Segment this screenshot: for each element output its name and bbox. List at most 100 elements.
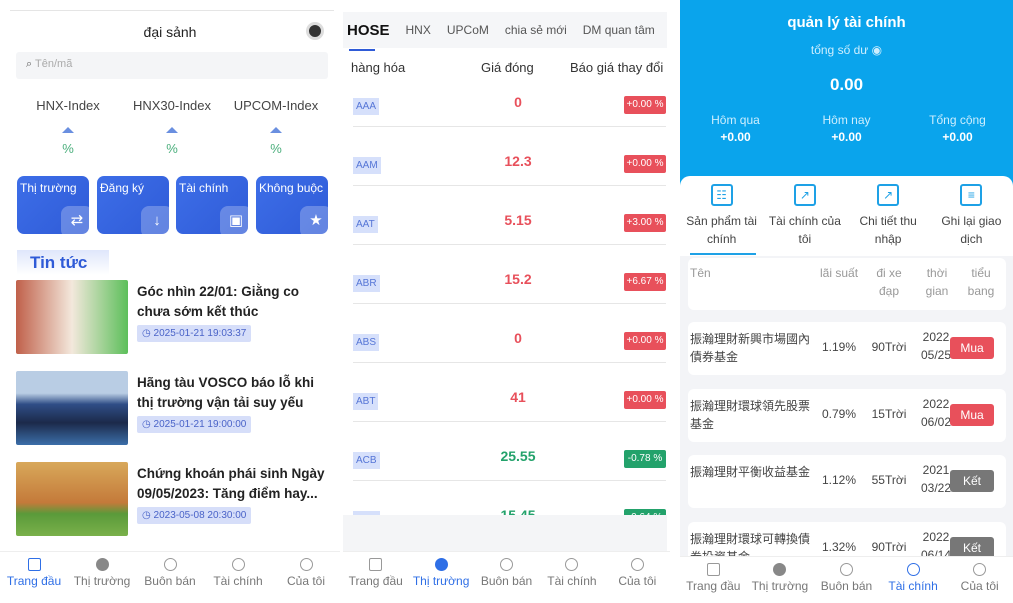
change-badge: +6.67 % (624, 273, 666, 291)
trade-icon (500, 558, 514, 571)
tile-market[interactable]: Thị trường ⇄ (17, 176, 89, 234)
nav-label: Tài chính (547, 574, 597, 588)
stock-row[interactable]: AAT 5.15 +3.00 % (353, 186, 666, 245)
buy-button[interactable]: Mua (950, 403, 994, 426)
menu-my-finance[interactable]: ↗ Tài chính của tôi (763, 176, 846, 256)
stock-row[interactable]: ABS 0 +0.00 % (353, 304, 666, 363)
tile-label: Không buộc (259, 181, 324, 195)
nav-finance[interactable]: Tài chính (539, 552, 604, 603)
trend-chart-icon: ↗ (877, 184, 900, 206)
nav-label: Thị trường (751, 579, 809, 593)
nav-trade[interactable]: Buôn bán (813, 557, 880, 603)
stock-symbol: ABR (353, 275, 380, 292)
finance-header: quản lý tài chính tổng số dư ◉ 0.00 Hôm … (680, 0, 1013, 200)
tile-register[interactable]: Đăng ký ↓ (97, 176, 169, 234)
trade-icon (163, 558, 177, 571)
menu-transactions[interactable]: ≡ Ghi lại giao dịch (930, 176, 1013, 256)
nav-label: Của tôi (286, 574, 326, 588)
index-hnx30[interactable]: HNX30-Index% (117, 98, 227, 156)
document-icon: ≡ (960, 184, 983, 206)
nav-profile[interactable]: Của tôi (605, 552, 670, 603)
bottom-nav: Trang đầu Thị trường Buôn bán Tài chính … (343, 551, 670, 603)
stock-symbol: AAT (353, 216, 378, 233)
index-name: HNX-Index (36, 98, 100, 113)
product-row[interactable]: 振瀚理財平衡收益基金 1.12% 55Trời 2021 03/22 Kết (688, 455, 1006, 508)
stock-row[interactable]: AAA 0 +0.00 % (353, 68, 666, 127)
index-pct: % (166, 141, 178, 156)
nav-label: Tài chính (213, 574, 263, 588)
change-badge: +0.00 % (624, 391, 666, 409)
customer-service-avatar[interactable] (306, 22, 324, 40)
nav-label: Buôn bán (480, 574, 533, 588)
tab-hnx[interactable]: HNX (405, 23, 431, 37)
tab-upcom[interactable]: UPCoM (446, 23, 489, 37)
up-triangle-icon (270, 127, 282, 133)
search-icon: ⌕ (26, 58, 36, 70)
eye-icon[interactable]: ◉ (871, 43, 883, 57)
search-input[interactable]: ⌕ Tên/mã (16, 52, 328, 79)
product-rate: 0.79% (821, 406, 857, 421)
menu-products[interactable]: ☷ Sản phẩm tài chính (680, 176, 763, 256)
stock-row[interactable]: ACB 25.55 -0.78 % (353, 422, 666, 481)
tab-new-listings[interactable]: chia sẻ mới (504, 23, 567, 37)
nav-label: Trang đầu (348, 574, 403, 588)
tab-hose[interactable]: HOSE (347, 22, 398, 51)
tab-watchlist[interactable]: DM quan tâm (582, 23, 655, 37)
nav-market[interactable]: Thị trường (747, 557, 814, 603)
exchange-icon: ⇄ (61, 206, 89, 234)
closed-button[interactable]: Kết (950, 470, 994, 492)
news-date: ◷ 2025-01-21 19:03:37 (137, 325, 252, 342)
pie-chart-icon (773, 563, 787, 576)
page-title: quản lý tài chính (787, 14, 906, 31)
stock-symbol: ABS (353, 334, 380, 351)
nav-home[interactable]: Trang đầu (0, 552, 68, 603)
buy-button[interactable]: Mua (950, 337, 994, 359)
nav-trade[interactable]: Buôn bán (474, 552, 539, 603)
nav-finance[interactable]: Tài chính (204, 552, 272, 603)
nav-market[interactable]: Thị trường (68, 552, 136, 603)
nav-home[interactable]: Trang đầu (680, 557, 747, 603)
product-row[interactable]: 振瀚理財環球領先股票基金 0.79% 15Trời 2022 06/02 Mua (688, 388, 1006, 442)
stock-row[interactable]: ABT 41 +0.00 % (353, 363, 666, 422)
index-name: HNX30-Index (132, 98, 212, 113)
product-cycle: 15Trời (871, 406, 907, 421)
close-price: 12.3 (504, 153, 532, 169)
balance-value: 0.00 (829, 75, 864, 94)
stock-symbol: AAA (353, 98, 380, 115)
nav-home[interactable]: Trang đầu (343, 552, 408, 603)
news-item[interactable]: Góc nhìn 22/01: Giằng co chưa sớm kết th… (16, 280, 336, 354)
col-close-price: Giá đóng (481, 60, 534, 75)
stock-row[interactable]: AAM 12.3 +0.00 % (353, 127, 666, 186)
stat-label: Hôm nay (822, 113, 871, 127)
news-item[interactable]: Hãng tàu VOSCO báo lỗ khi thị trường vận… (16, 371, 336, 445)
product-row[interactable]: 振瀚理財新興市場國內債券基金 1.19% 90Trời 2022 05/25 M… (688, 322, 1006, 375)
exchange-tabs: HOSE HNX UPCoM chia sẻ mới DM quan tâm (343, 12, 667, 51)
nav-label: Trang đầu (686, 579, 741, 593)
news-title: Hãng tàu VOSCO báo lỗ khi thị trường vận… (137, 375, 315, 410)
nav-profile[interactable]: Của tôi (272, 552, 340, 603)
tile-optional[interactable]: Không buộc ★ (256, 176, 328, 234)
index-upcom[interactable]: UPCOM-Index% (221, 98, 331, 156)
finance-screen: quản lý tài chính tổng số dư ◉ 0.00 Hôm … (680, 0, 1013, 603)
nav-market[interactable]: Thị trường (408, 552, 473, 603)
closed-button[interactable]: Kết (950, 536, 994, 559)
change-badge: +0.00 % (624, 332, 666, 350)
stock-row[interactable]: ABR 15.2 +6.67 % (353, 245, 666, 304)
change-badge: -0.78 % (624, 450, 666, 468)
stat-label: Hôm qua (711, 113, 760, 127)
news-image (16, 280, 128, 354)
stat-yesterday: Hôm qua +0.00 (680, 113, 791, 144)
news-item[interactable]: Chứng khoán phái sinh Ngày 09/05/2023: T… (16, 462, 336, 536)
product-cycle: 90Trời (871, 539, 907, 554)
news-title: Góc nhìn 22/01: Giằng co chưa sớm kết th… (137, 284, 300, 319)
menu-income-details[interactable]: ↗ Chi tiết thu nhập (847, 176, 930, 256)
tile-finance[interactable]: Tài chính ▣ (176, 176, 248, 234)
col-change: Báo giá thay đổi (570, 60, 664, 75)
profile-icon (630, 558, 644, 571)
nav-trade[interactable]: Buôn bán (136, 552, 204, 603)
nav-profile[interactable]: Của tôi (946, 557, 1013, 603)
nav-finance[interactable]: Tài chính (880, 557, 947, 603)
close-price: 41 (510, 389, 526, 405)
index-hnx[interactable]: HNX-Index% (13, 98, 123, 156)
nav-label: Trang đầu (6, 574, 62, 588)
